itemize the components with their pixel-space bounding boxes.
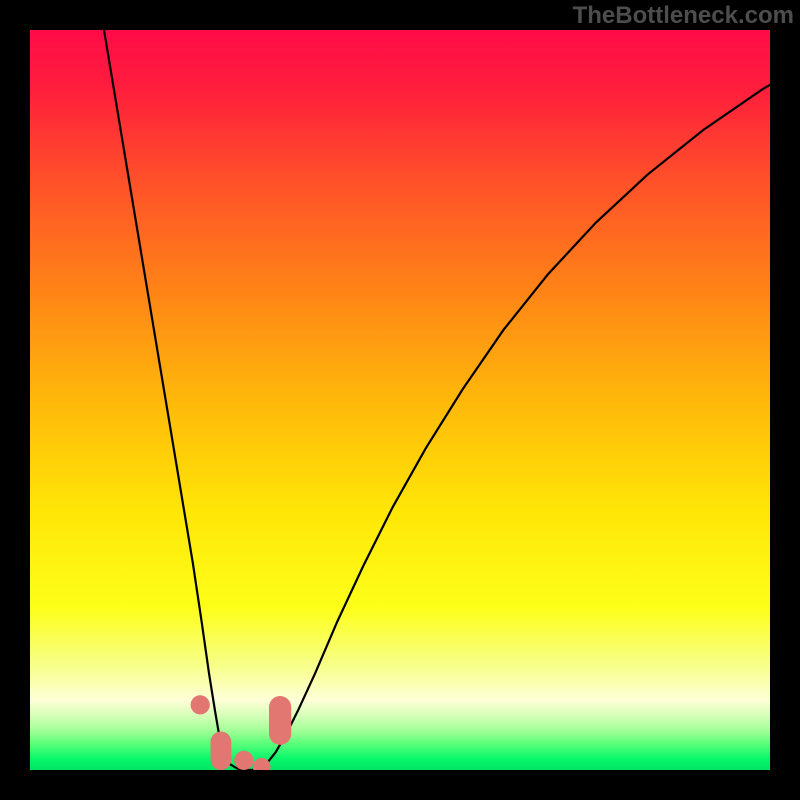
data-marker — [234, 751, 253, 770]
data-marker — [191, 695, 210, 714]
curve-layer — [30, 30, 770, 770]
watermark-text: TheBottleneck.com — [573, 4, 794, 28]
bottleneck-curve — [104, 30, 770, 770]
data-marker — [269, 696, 291, 745]
plot-area — [30, 30, 770, 770]
data-marker — [211, 732, 232, 770]
chart-frame: TheBottleneck.com — [0, 0, 800, 800]
data-marker — [253, 758, 271, 770]
